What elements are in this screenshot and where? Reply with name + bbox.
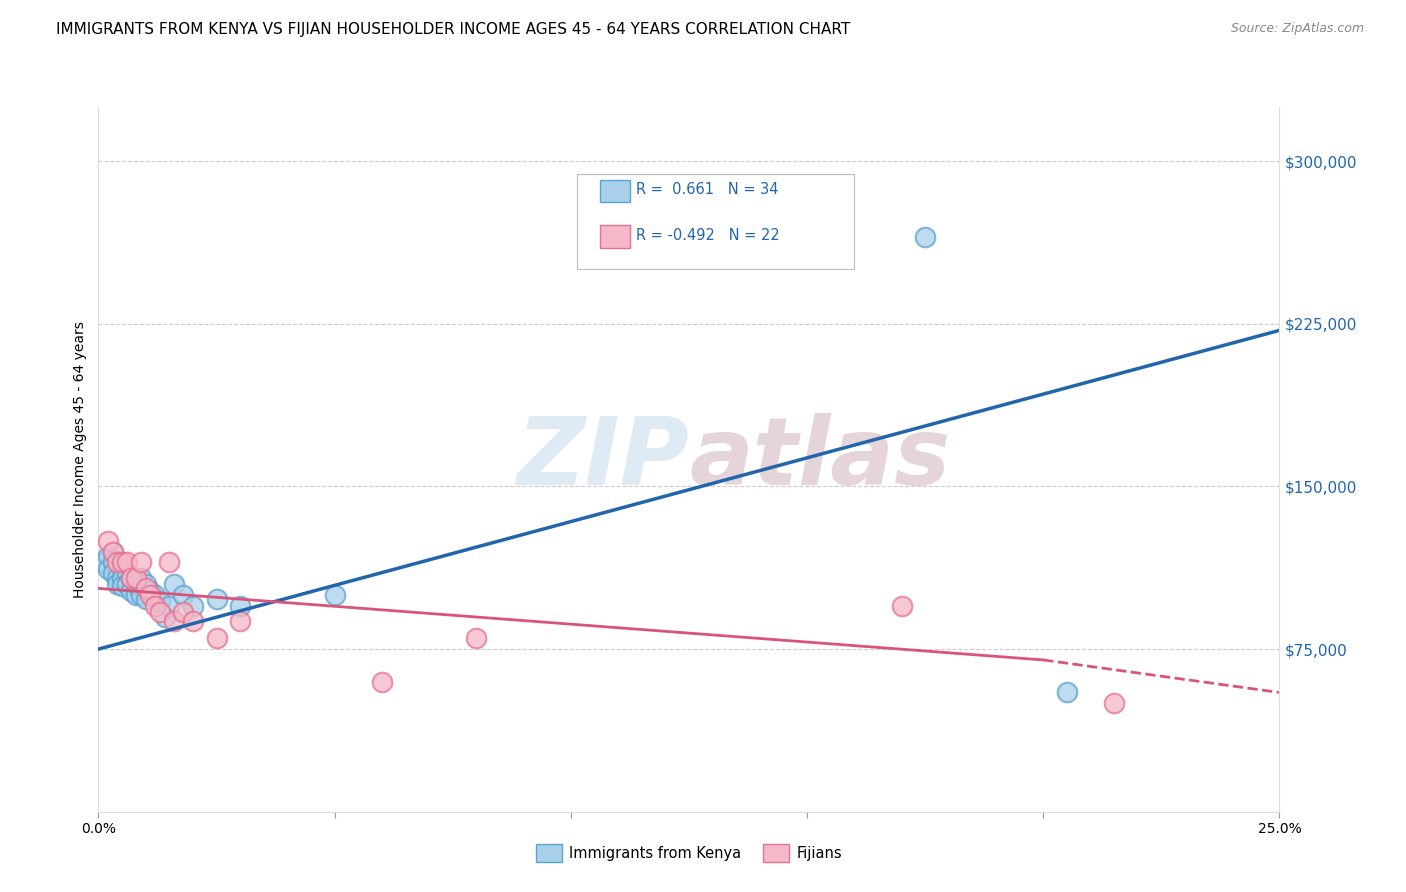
Point [115, 555, 138, 569]
Point [105, 570, 128, 584]
Point [101, 566, 124, 581]
Point [163, 614, 186, 628]
Point [205, 632, 228, 646]
Point [97, 533, 120, 548]
Point [105, 577, 128, 591]
Point [323, 588, 346, 602]
Point [172, 588, 194, 602]
Point [105, 555, 128, 569]
Point [135, 582, 157, 596]
Text: R =  0.661   N = 34: R = 0.661 N = 34 [636, 182, 779, 197]
Point [139, 588, 162, 602]
Point [101, 544, 124, 558]
Point [1102, 696, 1125, 710]
Point [125, 577, 148, 591]
Point [101, 555, 124, 569]
Point [101, 544, 124, 558]
Point [115, 566, 138, 581]
Point [1056, 685, 1078, 699]
Point [129, 555, 152, 569]
Text: atlas: atlas [689, 413, 950, 506]
Point [890, 599, 912, 613]
FancyBboxPatch shape [576, 174, 855, 269]
Point [121, 583, 143, 598]
Text: IMMIGRANTS FROM KENYA VS FIJIAN HOUSEHOLDER INCOME AGES 45 - 64 YEARS CORRELATIO: IMMIGRANTS FROM KENYA VS FIJIAN HOUSEHOL… [56, 22, 851, 37]
FancyBboxPatch shape [600, 179, 630, 202]
FancyBboxPatch shape [600, 226, 630, 248]
Text: R = -0.492   N = 22: R = -0.492 N = 22 [636, 227, 779, 243]
Text: Source: ZipAtlas.com: Source: ZipAtlas.com [1230, 22, 1364, 36]
Point [914, 230, 936, 244]
Y-axis label: Householder Income Ages 45 - 64 years: Householder Income Ages 45 - 64 years [73, 321, 87, 598]
Point [371, 674, 394, 689]
Point [157, 599, 180, 613]
Point [121, 570, 143, 584]
Point [115, 577, 138, 591]
Point [135, 592, 157, 607]
Point [139, 583, 162, 598]
Point [111, 579, 134, 593]
Point [125, 570, 148, 584]
Point [163, 577, 186, 591]
Point [172, 605, 194, 619]
Point [129, 570, 152, 584]
Point [143, 599, 166, 613]
Point [111, 555, 134, 569]
Text: ZIP: ZIP [516, 413, 689, 506]
Point [157, 555, 180, 569]
Point [149, 594, 172, 608]
Point [465, 632, 488, 646]
Point [111, 570, 134, 584]
Point [229, 599, 252, 613]
Point [121, 570, 143, 584]
Point [129, 588, 152, 602]
Point [229, 614, 252, 628]
Legend: Immigrants from Kenya, Fijians: Immigrants from Kenya, Fijians [530, 838, 848, 868]
Point [125, 588, 148, 602]
Point [153, 609, 176, 624]
Point [181, 614, 204, 628]
Point [135, 577, 157, 591]
Point [205, 592, 228, 607]
Point [181, 599, 204, 613]
Point [143, 588, 166, 602]
Point [149, 605, 172, 619]
Point [97, 549, 120, 563]
Point [97, 562, 120, 576]
Point [111, 562, 134, 576]
Point [91, 555, 114, 569]
